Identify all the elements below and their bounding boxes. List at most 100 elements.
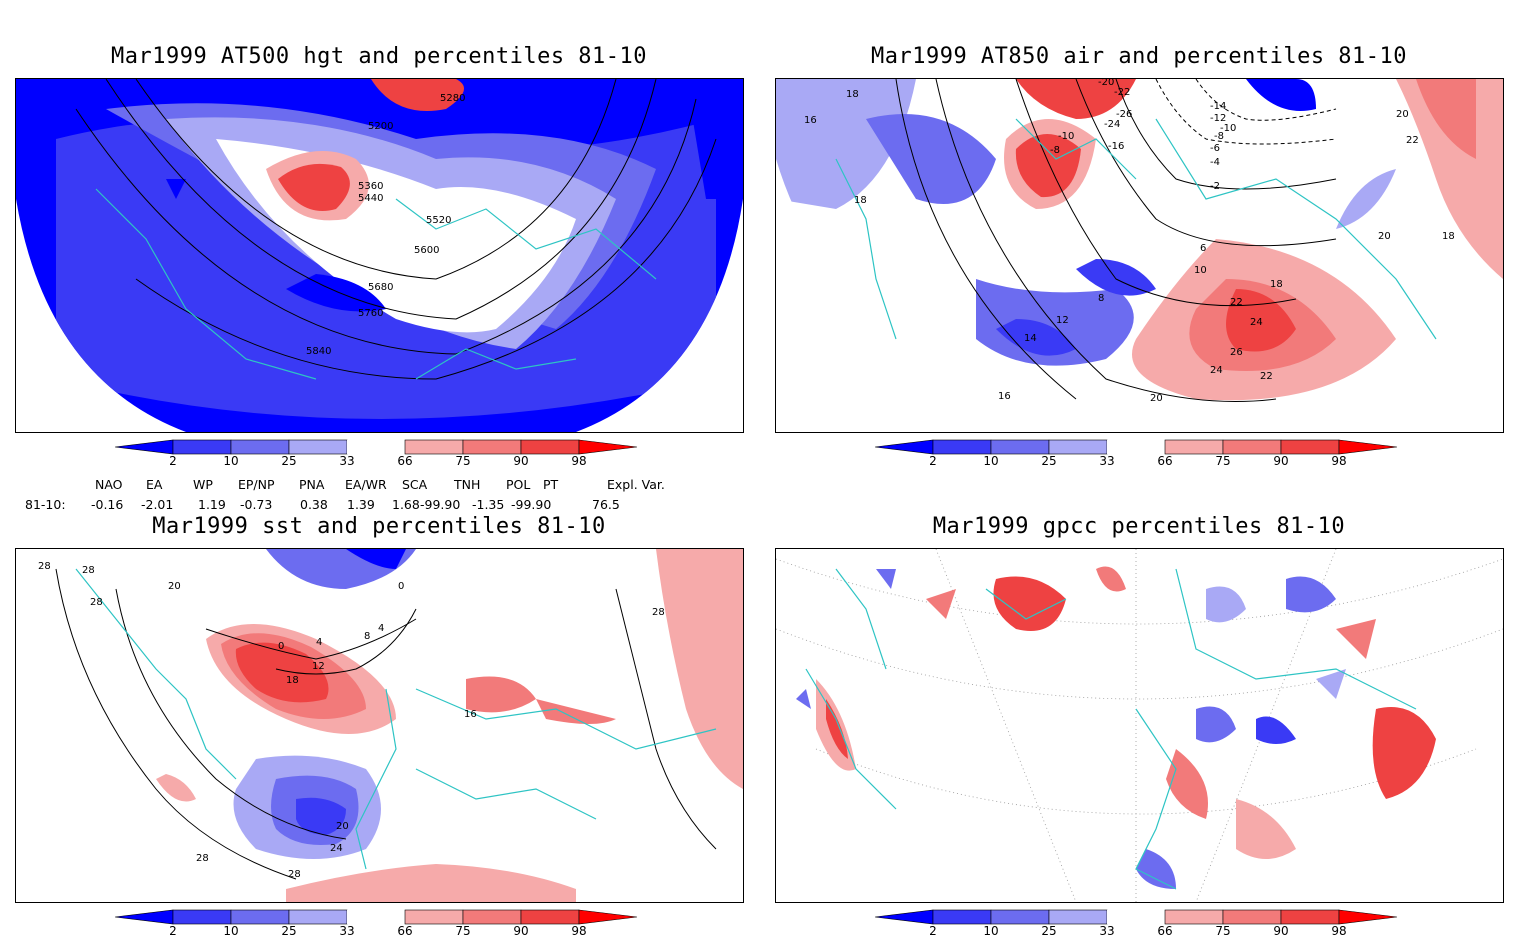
graticule-gpcc: [776, 549, 1503, 902]
contour-label: -16: [1108, 141, 1124, 152]
colorbar-swatch: [172, 439, 232, 455]
colorbar-tick-label: 2: [169, 454, 177, 468]
contour-label: 20: [1150, 393, 1163, 404]
contour-label: -4: [1210, 157, 1220, 168]
colorbar-tick-label: 33: [339, 454, 354, 468]
colorbar-tick-label: 66: [1157, 454, 1172, 468]
contour-label: -10: [1220, 123, 1236, 134]
contour-label: 10: [1194, 265, 1207, 276]
index-value: 1.68: [392, 497, 420, 512]
colorbar-swatch: [115, 439, 174, 455]
contour-label: 22: [1230, 297, 1243, 308]
contour-label: 5200: [368, 121, 393, 132]
contour-label: 12: [312, 661, 325, 672]
panel-title-sst: Mar1999 sst and percentiles 81-10: [152, 514, 606, 539]
colorbar-swatch: [875, 439, 934, 455]
colorbar-swatch: [172, 909, 232, 925]
index-value: 76.5: [592, 497, 620, 512]
colorbar-swatch: [462, 439, 522, 455]
colorbar-swatch: [404, 909, 464, 925]
colorbar-swatch: [1107, 440, 1165, 454]
contour-label: 20: [1396, 109, 1409, 120]
index-value: -2.01: [141, 497, 174, 512]
colorbar-tick-label: 33: [1099, 454, 1114, 468]
contour-label: 28: [652, 607, 665, 618]
colorbar-tick-label: 66: [397, 924, 412, 938]
colorbar-bottom-left: 2 10 25 33 66 75 90 98: [115, 909, 638, 938]
contour-label: 22: [1406, 135, 1419, 146]
colorbar-swatch: [1338, 439, 1398, 455]
precip-blobs-gpcc: [796, 566, 1436, 889]
panel-title-air850: Mar1999 AT850 air and percentiles 81-10: [870, 44, 1408, 69]
colorbar-swatch: [1048, 439, 1108, 455]
contour-label: 5280: [440, 93, 465, 104]
colorbar-tick-label: 90: [1273, 924, 1288, 938]
contour-label: 26: [1230, 347, 1243, 358]
panel-title-hgt500: Mar1999 AT500 hgt and percentiles 81-10: [110, 44, 648, 69]
index-header: EA/WR: [345, 477, 387, 492]
contour-label: 24: [1250, 317, 1263, 328]
teleconnection-headers: NAO EA WP EP/NP PNA EA/WR SCA TNH POL PT…: [0, 477, 760, 493]
contour-label: -12: [1210, 113, 1226, 124]
colorbar-tick-label: 33: [339, 924, 354, 938]
colorbar-tick-label: 66: [1157, 924, 1172, 938]
colorbar-swatch: [875, 909, 934, 925]
contour-label: -6: [1210, 143, 1220, 154]
contour-label: 8: [1098, 293, 1104, 304]
colorbar-swatch: [230, 439, 290, 455]
colorbar-swatch: [1107, 910, 1165, 924]
contour-label: 5440: [358, 193, 383, 204]
colorbar-tick-label: 98: [571, 924, 586, 938]
colorbar-swatch: [347, 910, 405, 924]
colorbar-swatch: [578, 439, 638, 455]
map-hgt500: 5280 5200 5360 5440 5520 5600 5680 5760 …: [15, 78, 744, 433]
contour-label: 5840: [306, 346, 331, 357]
map-gpcc: [775, 548, 1504, 903]
colorbar-swatch: [1280, 909, 1340, 925]
colorbar-tick-label: 2: [929, 924, 937, 938]
contour-label: -20: [1098, 79, 1114, 88]
contour-label: 28: [90, 597, 103, 608]
colorbar-tick-label: 25: [1041, 454, 1056, 468]
index-value: -99.90: [511, 497, 552, 512]
contour-label: 16: [998, 391, 1011, 402]
colorbar-swatch: [1164, 909, 1224, 925]
colorbar-swatch: [1222, 439, 1282, 455]
contour-label: 0: [278, 641, 284, 652]
colorbar-tick-label: 10: [983, 454, 998, 468]
colorbar-top-right: 2 10 25 33 66 75 90 98: [875, 439, 1398, 468]
contour-label: 4: [316, 637, 322, 648]
index-value: -99.90: [420, 497, 461, 512]
colorbar-swatch: [115, 909, 174, 925]
colorbar-tick-label: 25: [1041, 924, 1056, 938]
colorbar-tick-label: 75: [455, 454, 470, 468]
colorbar-swatch: [1164, 439, 1224, 455]
contour-label: 18: [1270, 279, 1283, 290]
colorbar-tick-label: 66: [397, 454, 412, 468]
colorbar-swatch: [1338, 909, 1398, 925]
colorbar-top-left: 2 10 25 33 66 75 90 98: [115, 439, 638, 468]
contour-label: 0: [398, 581, 404, 592]
contour-label: 6: [1200, 243, 1206, 254]
colorbar-swatch: [520, 909, 580, 925]
index-value: -1.35: [472, 497, 505, 512]
contour-label: 20: [1378, 231, 1391, 242]
contour-label: 24: [1210, 365, 1223, 376]
colorbar-swatch: [990, 909, 1050, 925]
colorbar-tick-label: 33: [1099, 924, 1114, 938]
contour-label: 5520: [426, 215, 451, 226]
contour-label: 20: [168, 581, 181, 592]
colorbar-swatch: [990, 439, 1050, 455]
colorbar-tick-label: 75: [1215, 924, 1230, 938]
contour-label: 20: [336, 821, 349, 832]
contour-label: 5680: [368, 282, 393, 293]
panel-title-gpcc: Mar1999 gpcc percentiles 81-10: [932, 514, 1346, 539]
index-header: Expl. Var.: [607, 477, 665, 492]
colorbar-swatch: [288, 439, 348, 455]
contours-air850: [895, 79, 1337, 402]
index-value: 0.38: [300, 497, 328, 512]
colorbar-tick-label: 2: [929, 454, 937, 468]
index-header: TNH: [454, 477, 481, 492]
index-row-label: 81-10:: [25, 497, 66, 512]
index-value: -0.16: [91, 497, 124, 512]
